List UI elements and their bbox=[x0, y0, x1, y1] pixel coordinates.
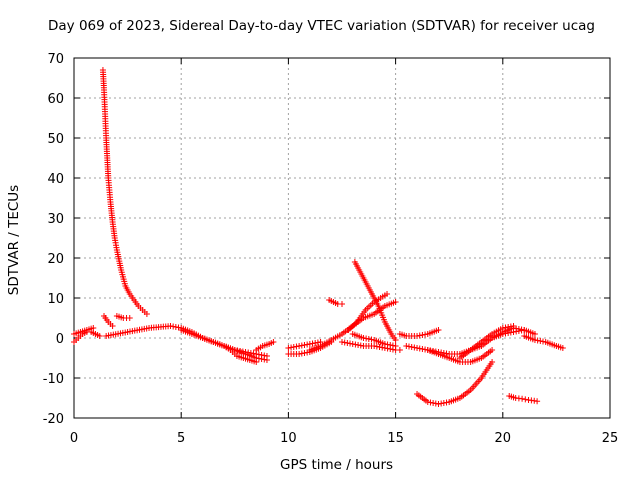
data-point bbox=[270, 339, 277, 345]
data-point bbox=[559, 345, 566, 351]
grid bbox=[74, 58, 610, 418]
data-point bbox=[531, 331, 538, 337]
data-point bbox=[396, 347, 403, 353]
data-series bbox=[101, 313, 116, 329]
data-point bbox=[534, 398, 541, 405]
x-tick-label: 15 bbox=[387, 431, 404, 446]
data-point bbox=[96, 333, 103, 339]
data-series bbox=[521, 333, 566, 351]
data-point bbox=[263, 357, 270, 363]
data-point bbox=[339, 301, 345, 307]
x-tick-label: 0 bbox=[70, 431, 78, 446]
data-point bbox=[392, 343, 399, 349]
data-series bbox=[113, 313, 133, 321]
y-tick-label: -20 bbox=[43, 412, 64, 427]
x-axis-label: GPS time / hours bbox=[280, 457, 394, 473]
data-series bbox=[71, 325, 97, 337]
data-points bbox=[71, 67, 566, 407]
data-series bbox=[345, 291, 391, 333]
data-series bbox=[253, 339, 277, 353]
data-series bbox=[424, 347, 496, 365]
data-point bbox=[489, 359, 496, 365]
data-point bbox=[489, 347, 496, 353]
data-series bbox=[489, 327, 528, 341]
data-point bbox=[90, 325, 97, 331]
data-point bbox=[435, 327, 442, 333]
data-point bbox=[109, 323, 116, 329]
data-point bbox=[126, 315, 133, 321]
data-point bbox=[392, 337, 399, 343]
y-tick-label: 10 bbox=[47, 292, 64, 307]
data-series bbox=[99, 67, 150, 317]
plot-frame bbox=[73, 57, 611, 419]
y-tick-label: -10 bbox=[43, 372, 64, 387]
data-series bbox=[396, 327, 442, 339]
x-tick-label: 5 bbox=[177, 431, 185, 446]
data-point bbox=[521, 327, 528, 333]
y-tick-label: 40 bbox=[47, 172, 64, 187]
y-tick-label: 30 bbox=[47, 212, 64, 227]
x-tick-label: 20 bbox=[495, 431, 512, 446]
data-point bbox=[253, 359, 260, 365]
data-point bbox=[519, 395, 526, 402]
data-series bbox=[339, 339, 403, 353]
y-tick-label: 60 bbox=[47, 92, 64, 107]
chart-title: Day 069 of 2023, Sidereal Day-to-day VTE… bbox=[48, 18, 595, 34]
data-series bbox=[414, 359, 496, 407]
x-tick-label: 10 bbox=[280, 431, 297, 446]
y-tick-label: 50 bbox=[47, 132, 64, 147]
data-series bbox=[326, 297, 345, 307]
data-series bbox=[306, 331, 345, 353]
data-point bbox=[522, 396, 529, 403]
y-axis-label: SDTVAR / TECUs bbox=[6, 184, 22, 296]
axis-ticks: 0 5 10 15 20 25 -20 -10 0 10 20 30 40 50 60 70 bbox=[43, 52, 619, 446]
x-tick-label: 25 bbox=[602, 431, 619, 446]
data-point bbox=[384, 291, 391, 297]
data-series bbox=[351, 259, 399, 343]
data-point bbox=[143, 311, 150, 317]
data-series bbox=[221, 343, 260, 365]
data-series bbox=[285, 339, 324, 351]
y-tick-label: 20 bbox=[47, 252, 64, 267]
y-tick-label: 0 bbox=[56, 332, 64, 347]
data-series bbox=[506, 393, 541, 405]
data-series bbox=[349, 331, 399, 349]
data-point bbox=[392, 299, 399, 305]
y-tick-label: 70 bbox=[47, 52, 64, 67]
